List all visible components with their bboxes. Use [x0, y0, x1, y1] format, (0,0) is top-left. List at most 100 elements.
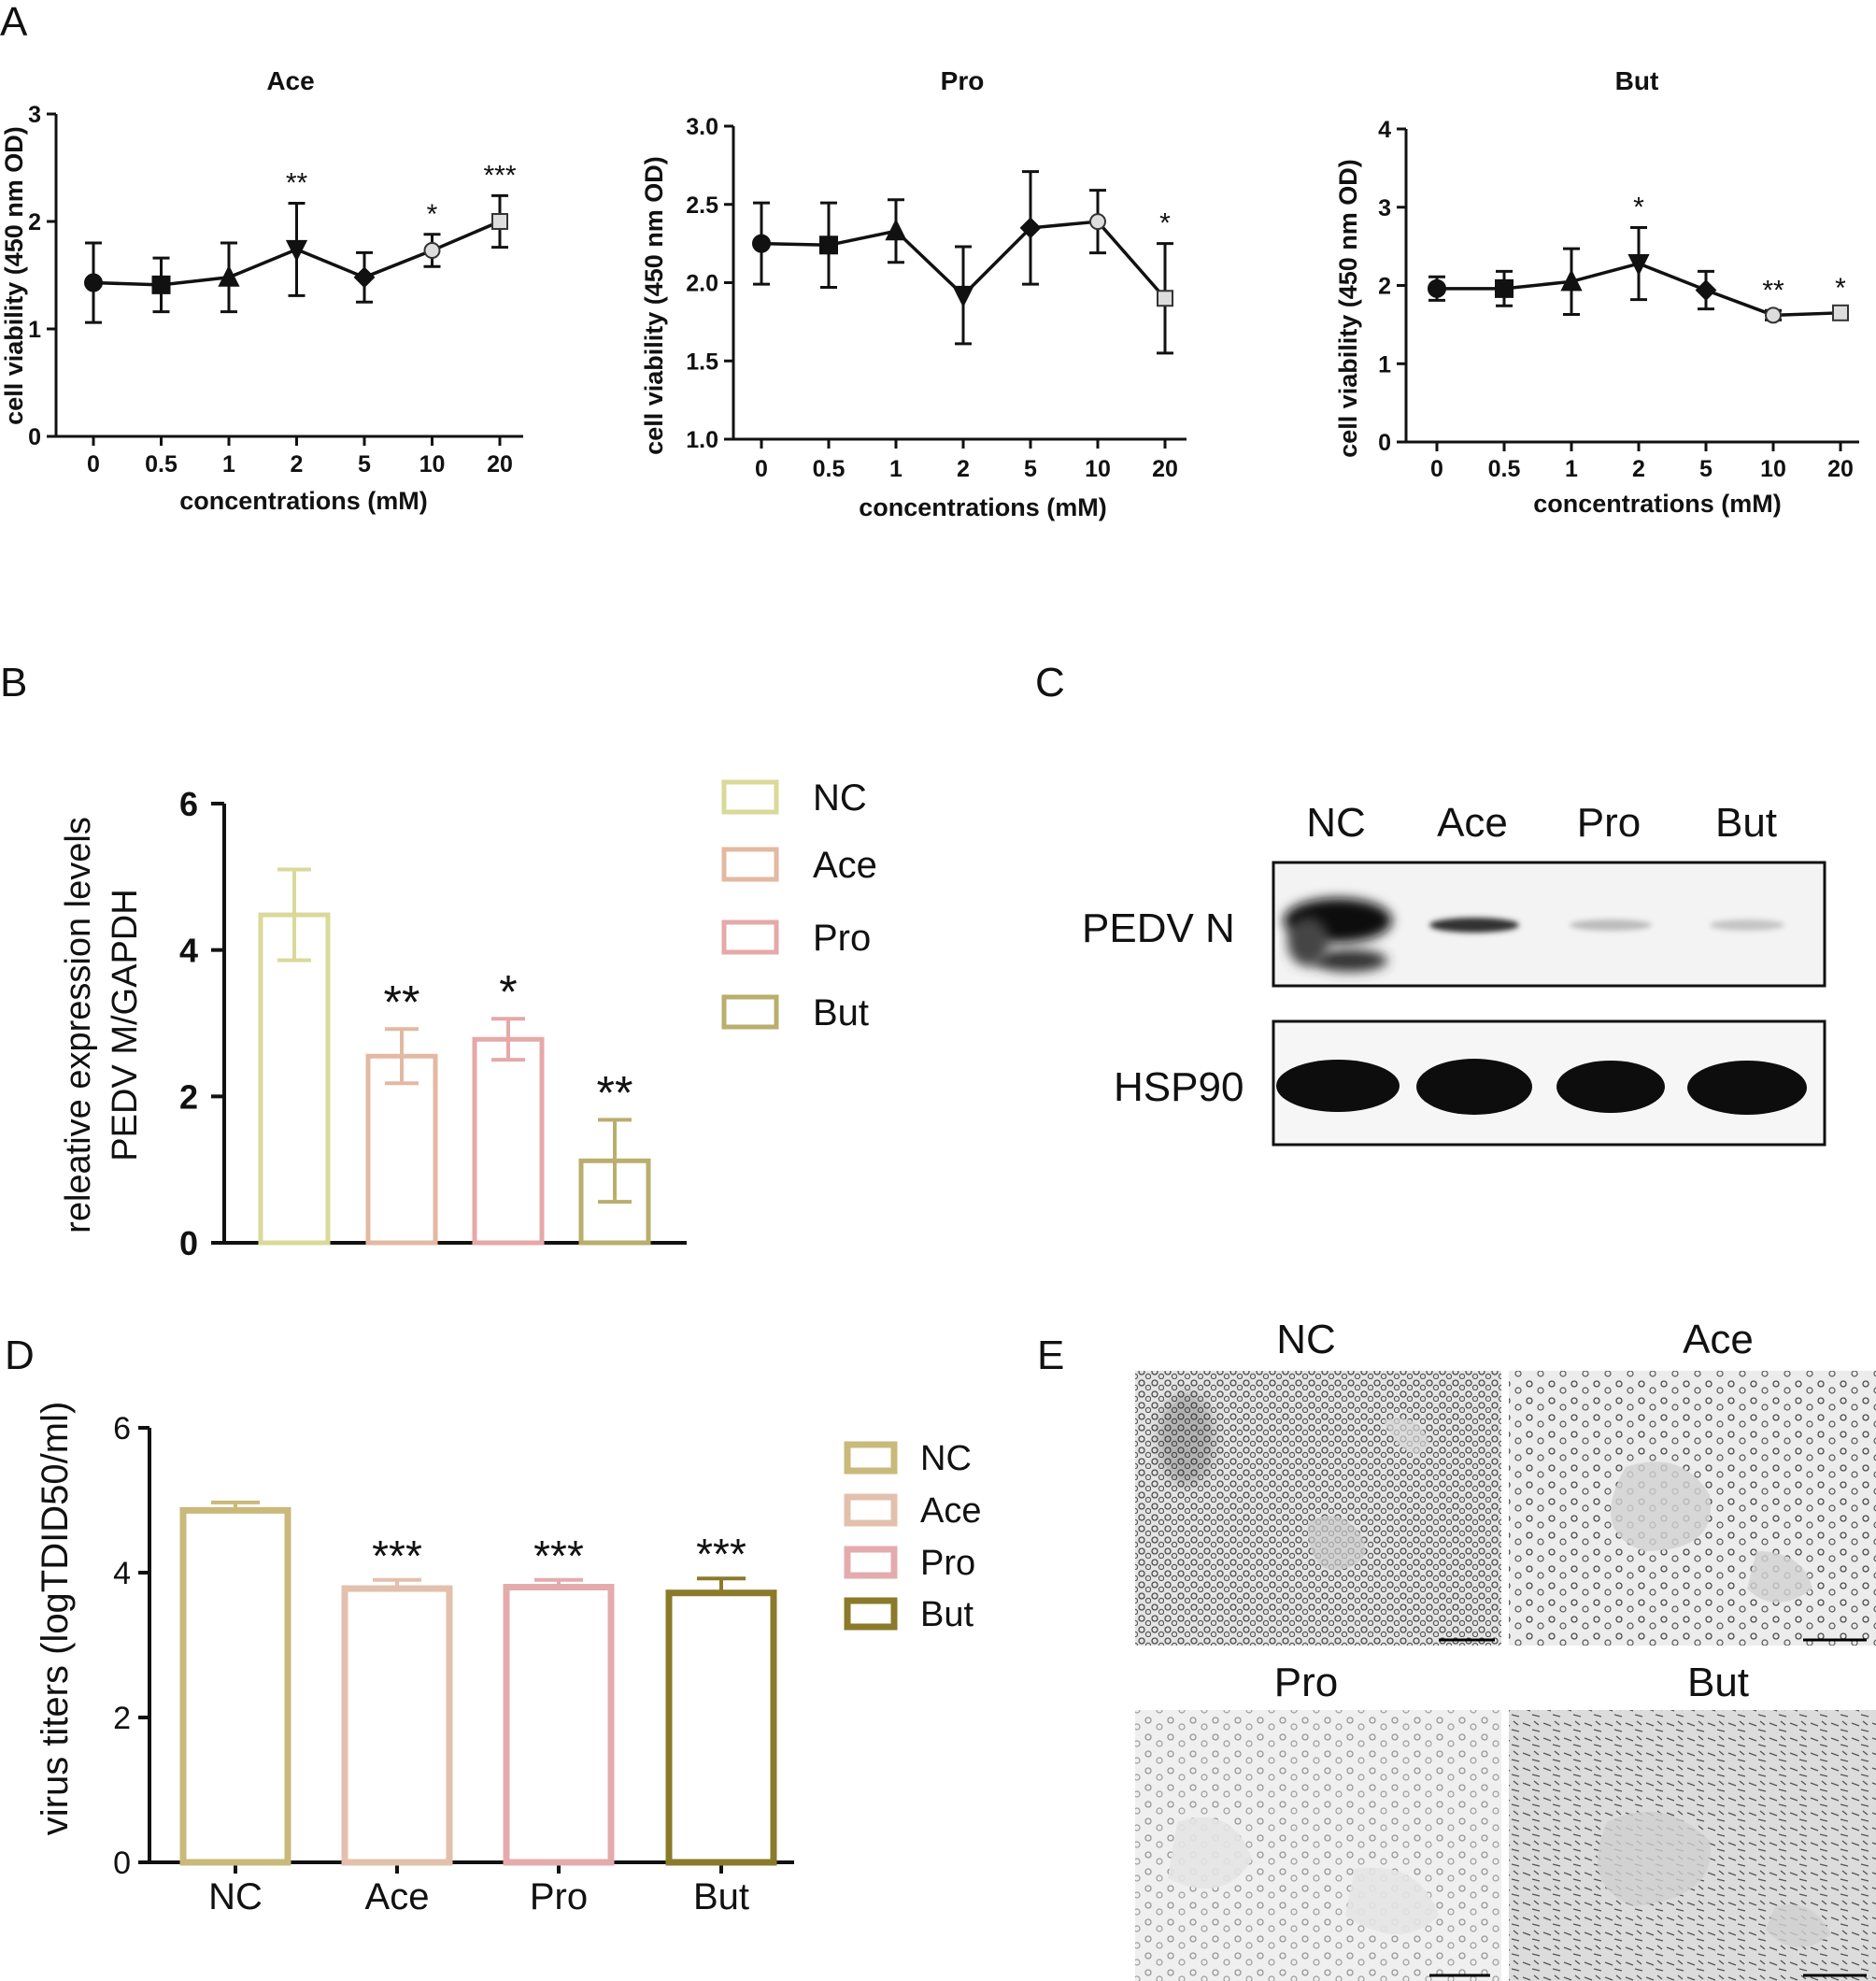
- micrograph-pro: [1135, 1710, 1501, 1981]
- significance-label-b: *: [499, 965, 517, 1018]
- blot-band-pedv-n-ace: [1429, 918, 1519, 933]
- blot-lane-label-nc: NC: [1306, 800, 1366, 846]
- x-tick-label-pro: 0.5: [813, 456, 846, 482]
- data-point-but: [1428, 278, 1446, 298]
- legend-label-d-ace: Ace: [920, 1491, 981, 1531]
- x-tick-label-ace: 10: [419, 451, 446, 477]
- legend-label-d-but: But: [920, 1595, 974, 1634]
- blot-row-label-hsp90: HSP90: [1114, 1064, 1244, 1110]
- chart-title-pro: Pro: [941, 66, 985, 95]
- data-point-but: [1495, 278, 1514, 298]
- micrograph-label-but: But: [1687, 1660, 1749, 1705]
- legend-label-d-nc: NC: [920, 1439, 972, 1478]
- data-point-but: [1765, 306, 1782, 324]
- panel-label-e: E: [1037, 1333, 1064, 1378]
- bar-but: [665, 1589, 777, 1866]
- y-tick-label-but: 1: [1378, 351, 1391, 378]
- x-axis-label-pro: concentrations (mM): [859, 493, 1107, 521]
- legend-swatch-b-pro: [721, 919, 779, 955]
- x-tick-label-but: 0.5: [1488, 456, 1521, 482]
- panel-label-b: B: [0, 660, 27, 705]
- micrograph-label-nc: NC: [1276, 1317, 1336, 1362]
- data-point-pro: [1019, 217, 1042, 239]
- legend-swatch-d-nc: [844, 1441, 898, 1475]
- blot-band-pedv-n-but: [1710, 919, 1784, 931]
- bar-pro: [472, 1036, 545, 1246]
- y-tick-label-ace: 0: [28, 424, 41, 450]
- blot-band-pedv-n-nc: [1284, 898, 1392, 972]
- y-tick-label-b: 2: [179, 1077, 198, 1116]
- x-tick-label-but: 0: [1430, 456, 1443, 482]
- y-tick-label-pro: 3.0: [686, 114, 718, 140]
- x-tick-label-ace: 20: [487, 451, 513, 477]
- line-chart-but: But cell viability (450 nm OD) concentra…: [1334, 66, 1859, 518]
- y-tick-label-pro: 1.5: [686, 349, 718, 375]
- chart-title-ace: Ace: [266, 66, 314, 95]
- x-tick-label-ace: 5: [358, 451, 371, 477]
- data-point-pro: [1089, 213, 1106, 231]
- significance-label-d: ***: [696, 1530, 746, 1578]
- data-point-ace: [218, 264, 240, 287]
- x-tick-label-but: 1: [1565, 456, 1578, 482]
- significance-label-but: **: [1762, 275, 1784, 306]
- x-tick-label-ace: 0: [87, 451, 100, 477]
- data-point-but: [1627, 254, 1650, 277]
- x-tick-label-pro: 2: [957, 456, 970, 482]
- bar-nc: [179, 1506, 291, 1866]
- legend-label-b-ace: Ace: [813, 845, 877, 886]
- y-tick-label-b: 0: [179, 1224, 198, 1262]
- x-tick-label-but: 2: [1632, 456, 1645, 482]
- x-tick-label-d-pro: Pro: [530, 1876, 588, 1917]
- legend-label-d-pro: Pro: [920, 1544, 975, 1583]
- line-chart-ace: Ace cell viability (450 nm OD) concentra…: [0, 66, 523, 515]
- x-tick-label-d-but: But: [693, 1876, 749, 1917]
- significance-label-b: **: [597, 1066, 633, 1119]
- x-tick-label-d-nc: NC: [208, 1876, 263, 1917]
- data-point-ace: [423, 242, 441, 260]
- x-tick-label-d-ace: Ace: [365, 1876, 430, 1917]
- line-chart-pro: Pro cell viability (450 nm OD) concentra…: [640, 66, 1187, 521]
- micrograph-grid: NC Ace Pro But: [1135, 1317, 1876, 1981]
- panel-label-d: D: [5, 1333, 35, 1378]
- x-tick-label-ace: 0.5: [145, 451, 178, 477]
- data-point-pro: [819, 235, 838, 255]
- significance-label-d: ***: [533, 1532, 584, 1580]
- data-point-ace: [84, 273, 103, 292]
- y-tick-label-pro: 2.0: [686, 271, 718, 297]
- chart-title-but: But: [1615, 66, 1659, 95]
- y-tick-label-but: 3: [1378, 195, 1391, 221]
- x-tick-label-pro: 20: [1152, 456, 1178, 482]
- y-tick-label-b: 4: [179, 932, 198, 970]
- legend-swatch-b-nc: [721, 779, 779, 815]
- legend-label-b-nc: NC: [813, 777, 867, 819]
- x-tick-label-ace: 2: [291, 451, 304, 477]
- data-point-but: [1695, 279, 1717, 301]
- data-point-pro: [1157, 290, 1173, 307]
- y-axis-label-b-line2: PEDV M/GAPDH: [106, 889, 145, 1161]
- x-tick-label-pro: 5: [1024, 456, 1037, 482]
- bar-pro: [503, 1584, 615, 1866]
- y-tick-label-ace: 2: [28, 209, 41, 235]
- micrograph-nc: [1135, 1371, 1501, 1646]
- x-tick-label-but: 20: [1827, 456, 1854, 482]
- x-tick-label-pro: 1: [889, 456, 902, 482]
- legend-swatch-d-but: [844, 1597, 898, 1631]
- y-axis-label-d: virus titers (logTDID50/ml): [35, 1402, 76, 1836]
- blot-lane-label-pro: Pro: [1577, 800, 1641, 846]
- blot-lane-label-but: But: [1715, 800, 1777, 846]
- significance-label-d: ***: [372, 1532, 422, 1580]
- data-point-ace: [285, 239, 308, 263]
- x-tick-label-but: 10: [1760, 456, 1786, 482]
- panel-label-c: C: [1035, 660, 1065, 705]
- x-tick-label-pro: 0: [755, 456, 768, 482]
- y-tick-label-ace: 3: [28, 102, 41, 128]
- significance-label-but: *: [1633, 192, 1644, 223]
- x-tick-label-but: 5: [1699, 456, 1713, 482]
- y-tick-label-but: 0: [1378, 430, 1391, 456]
- data-point-pro: [885, 218, 907, 241]
- micrograph-label-pro: Pro: [1274, 1660, 1338, 1705]
- y-tick-label-d: 2: [113, 1701, 131, 1736]
- micrograph-but: [1509, 1710, 1876, 1981]
- legend-swatch-d-pro: [844, 1546, 898, 1579]
- blot-lane-label-ace: Ace: [1437, 800, 1508, 846]
